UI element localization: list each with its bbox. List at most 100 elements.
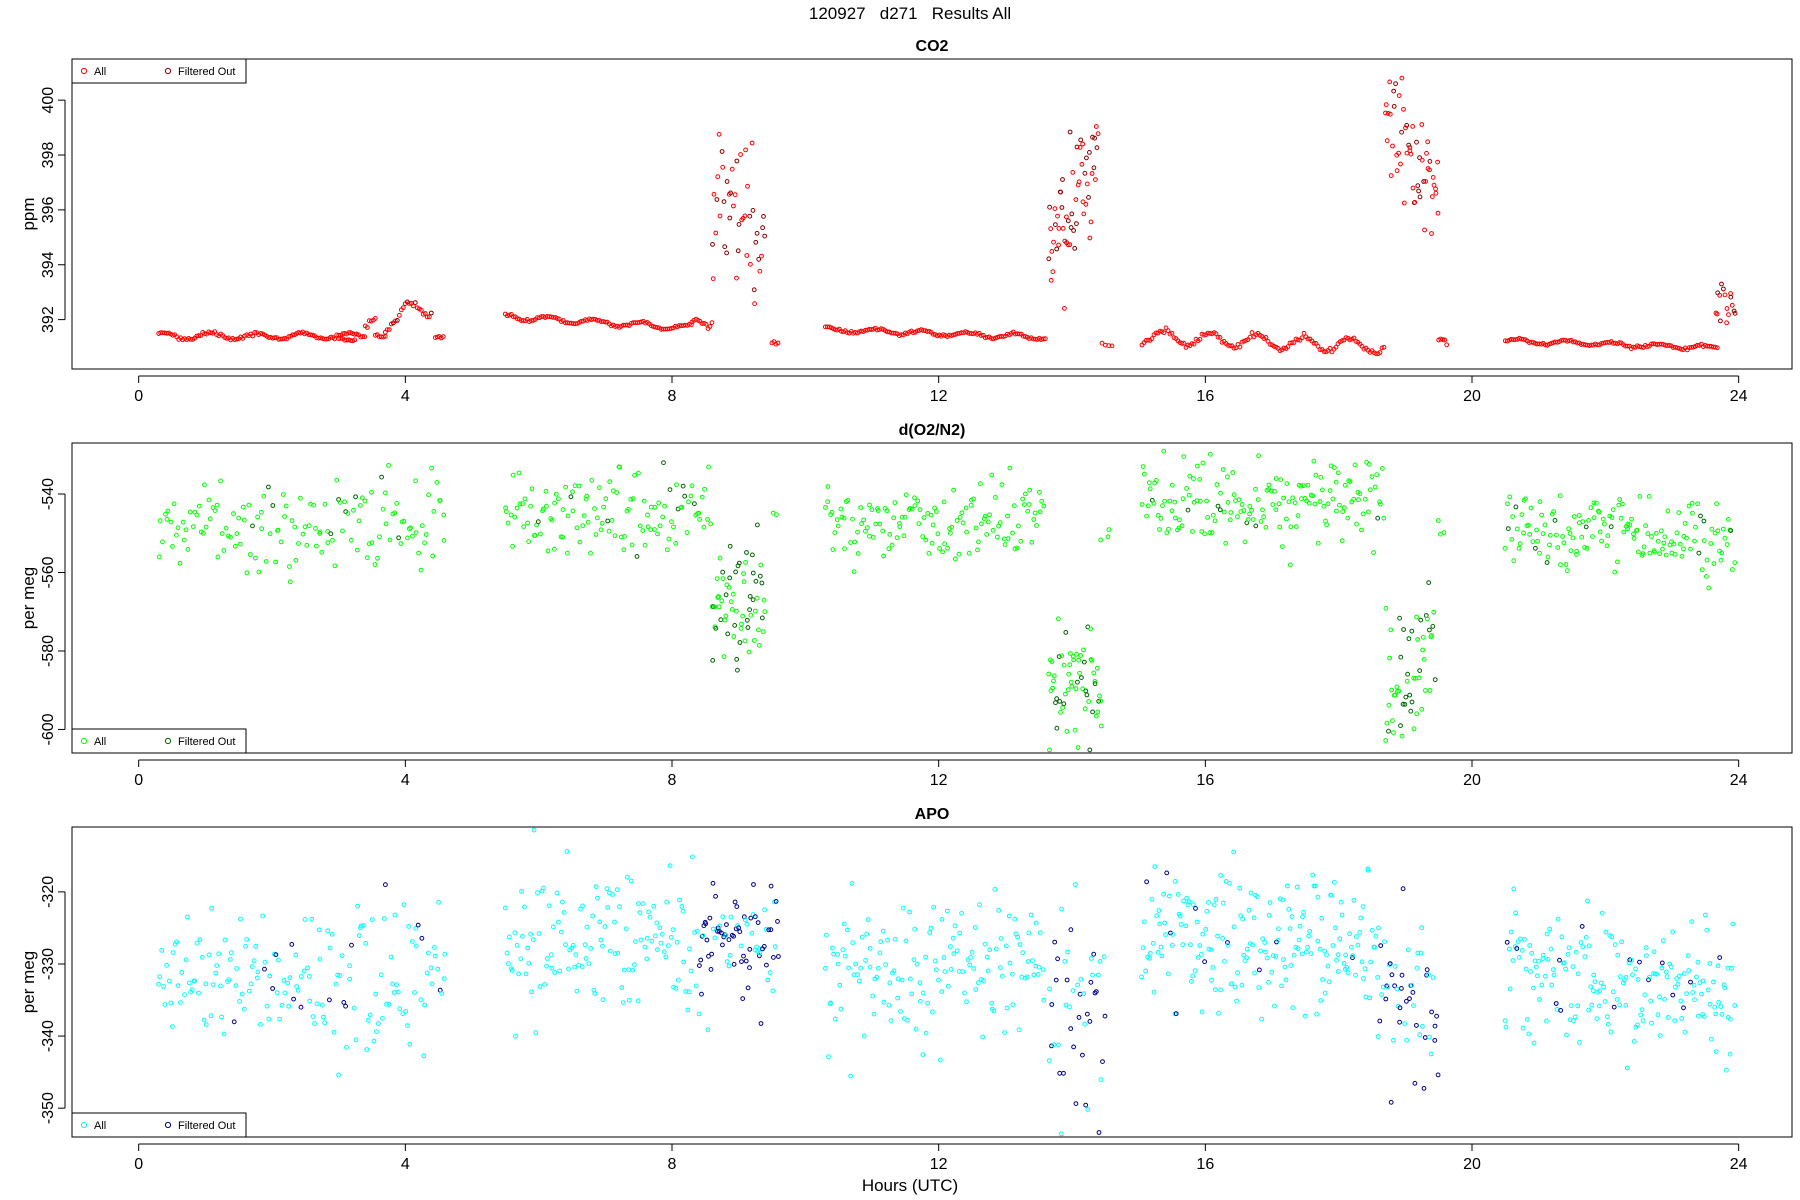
data-points — [156, 827, 1738, 1137]
data-point — [1369, 927, 1375, 933]
data-point — [300, 531, 306, 537]
data-point — [944, 908, 950, 914]
filtered-point — [724, 250, 729, 256]
filtered-point — [750, 552, 755, 558]
data-point — [1509, 537, 1515, 542]
data-point — [1693, 524, 1698, 530]
data-point — [1231, 492, 1237, 498]
data-point — [856, 978, 862, 984]
data-point — [159, 948, 165, 953]
data-point — [835, 523, 841, 529]
filtered-point — [298, 1004, 304, 1010]
data-point — [214, 963, 220, 968]
filtered-point — [720, 942, 725, 948]
data-point — [179, 970, 185, 975]
data-point — [1318, 998, 1324, 1003]
x-tick-label: 16 — [1196, 772, 1214, 789]
data-point — [987, 947, 993, 953]
data-point — [1366, 509, 1371, 515]
data-point — [948, 530, 953, 536]
data-point — [673, 541, 679, 546]
data-point — [296, 541, 301, 546]
data-point — [1142, 919, 1147, 925]
data-point — [880, 528, 886, 534]
data-point — [171, 501, 177, 507]
data-point — [914, 961, 920, 967]
data-point — [1377, 499, 1382, 505]
data-point — [412, 990, 417, 995]
data-point — [505, 520, 511, 526]
data-point — [1179, 523, 1185, 529]
data-point — [1321, 503, 1327, 509]
data-point — [364, 555, 370, 560]
data-point — [1634, 527, 1640, 533]
filtered-point — [1215, 503, 1221, 509]
data-point — [1600, 516, 1606, 522]
data-point — [170, 332, 176, 338]
data-point — [1189, 979, 1194, 984]
data-point — [194, 940, 200, 946]
filtered-point — [1094, 145, 1100, 151]
filtered-point — [1718, 318, 1723, 324]
data-point — [740, 613, 746, 619]
data-point — [894, 535, 900, 541]
data-point — [311, 502, 316, 508]
data-point — [290, 332, 296, 338]
data-point — [767, 970, 773, 976]
data-point — [1314, 1011, 1319, 1017]
data-point — [355, 903, 361, 909]
filtered-point — [1086, 195, 1091, 200]
data-point — [699, 494, 705, 500]
data-point — [952, 923, 958, 929]
data-point — [1172, 879, 1178, 884]
data-point — [1255, 894, 1260, 899]
data-point — [1564, 1032, 1569, 1038]
data-point — [221, 1031, 227, 1037]
filtered-point — [1384, 983, 1390, 989]
data-point — [231, 511, 236, 516]
data-point — [317, 529, 323, 535]
data-point — [302, 524, 308, 530]
data-point — [418, 997, 424, 1003]
filtered-point — [1430, 624, 1436, 629]
data-point — [612, 951, 618, 956]
data-point — [1039, 498, 1045, 504]
data-point — [1266, 912, 1272, 918]
data-point — [1170, 931, 1176, 937]
y-axis-label: per meg — [19, 567, 38, 629]
data-point — [241, 517, 247, 523]
data-point — [1335, 470, 1341, 476]
filtered-point — [394, 318, 400, 323]
data-point — [957, 515, 963, 520]
data-point — [1375, 1034, 1381, 1039]
data-point — [973, 987, 979, 992]
data-point — [1653, 530, 1659, 536]
filtered-point — [1399, 972, 1405, 978]
data-point — [1079, 161, 1085, 167]
data-point — [900, 905, 906, 911]
data-point — [871, 1011, 877, 1017]
data-point — [1266, 482, 1272, 488]
data-point — [1399, 75, 1405, 81]
data-point — [1276, 926, 1281, 932]
data-point — [967, 962, 973, 968]
data-point — [1700, 978, 1706, 984]
filtered-point — [1728, 294, 1734, 300]
data-point — [1026, 930, 1032, 936]
data-point — [939, 917, 945, 922]
data-point — [597, 919, 603, 925]
data-point — [1213, 897, 1219, 902]
data-point — [744, 921, 750, 927]
data-point — [1282, 964, 1288, 970]
data-point — [536, 931, 542, 936]
data-point — [274, 990, 280, 995]
data-point — [1250, 517, 1256, 522]
data-point — [653, 933, 658, 939]
data-point — [874, 327, 880, 333]
data-point — [1599, 538, 1604, 544]
filtered-point — [1407, 692, 1413, 698]
data-point — [1542, 522, 1548, 528]
data-point — [1686, 968, 1692, 973]
filtered-point — [1091, 951, 1097, 957]
